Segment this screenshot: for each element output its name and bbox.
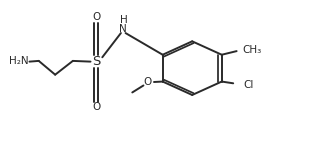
Text: O: O	[92, 12, 100, 22]
Text: Cl: Cl	[243, 80, 254, 90]
Text: S: S	[92, 55, 100, 68]
Text: CH₃: CH₃	[243, 45, 262, 55]
Text: N: N	[118, 24, 126, 34]
Text: H₂N: H₂N	[9, 56, 29, 66]
Text: O: O	[143, 77, 151, 87]
Text: H: H	[120, 15, 128, 25]
Text: O: O	[92, 102, 100, 112]
